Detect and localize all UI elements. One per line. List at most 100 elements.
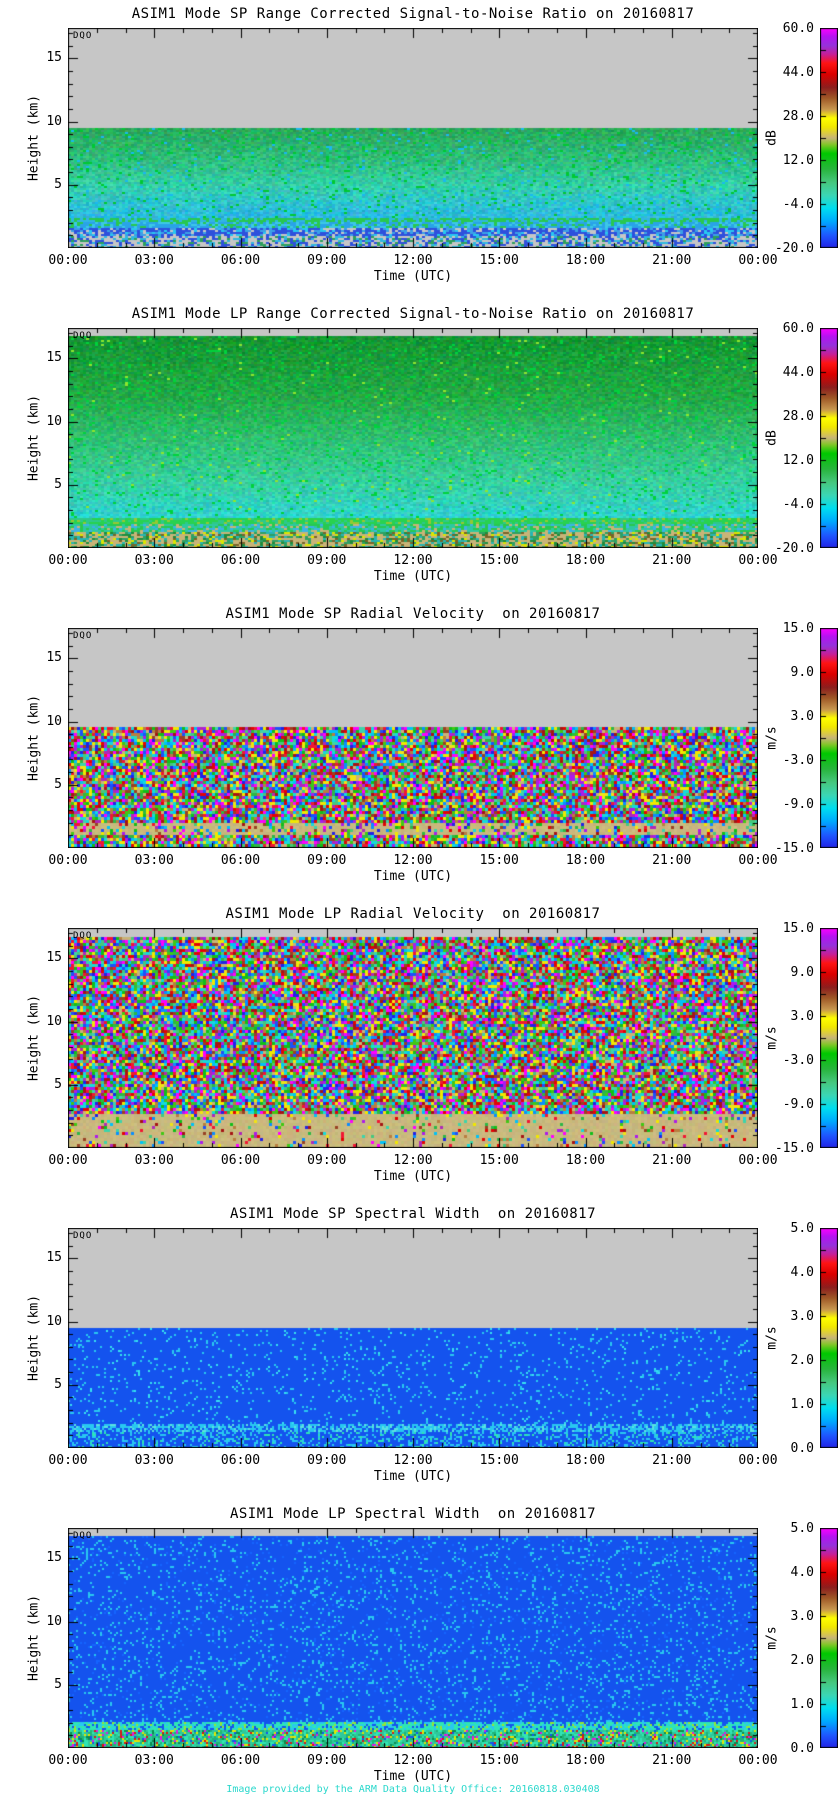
- x-tick-label: 03:00: [134, 553, 174, 568]
- y-tick-label: 10: [46, 713, 62, 729]
- colorbar-tick-label: -4.0: [782, 497, 814, 512]
- x-tick-label: 00:00: [48, 853, 88, 868]
- y-axis-label: Height (km): [26, 1294, 42, 1382]
- x-tick-label: 03:00: [134, 1153, 174, 1168]
- colorbar-tick-label: 0.0: [790, 1441, 814, 1456]
- x-tick-label: 06:00: [220, 1753, 261, 1768]
- x-tick-label: 12:00: [393, 1753, 433, 1768]
- colorbar-tick-label: 15.0: [782, 621, 814, 636]
- x-tick-label: 00:00: [48, 1753, 88, 1768]
- heatmap-canvas: [68, 28, 758, 248]
- x-tick-label: 03:00: [134, 253, 174, 268]
- x-tick-label: 09:00: [307, 553, 347, 568]
- y-tick-label: 10: [46, 1013, 62, 1029]
- x-tick-label: 03:00: [134, 1753, 174, 1768]
- colorbar-unit-label: dB: [764, 430, 780, 446]
- x-tick-label: 15:00: [479, 553, 519, 568]
- colorbar: [820, 628, 838, 848]
- x-tick-label: 18:00: [565, 253, 606, 268]
- x-tick-label: 00:00: [738, 1453, 778, 1468]
- colorbar-tick-label: 2.0: [790, 1653, 814, 1668]
- colorbar-tick-label: 3.0: [790, 709, 814, 724]
- colorbar-tick-label: 44.0: [782, 65, 814, 80]
- chart-title: ASIM1 Mode LP Spectral Width on 20160817: [229, 1506, 597, 1522]
- colorbar-tick-label: 28.0: [782, 409, 814, 424]
- panel-lp-snr: ASIM1 Mode LP Range Corrected Signal-to-…: [0, 300, 840, 600]
- y-tick-label: 15: [46, 50, 62, 66]
- chart-title: ASIM1 Mode SP Range Corrected Signal-to-…: [131, 6, 695, 22]
- heatmap-canvas: [68, 628, 758, 848]
- y-axis-label: Height (km): [26, 1594, 42, 1682]
- chart-title: ASIM1 Mode SP Radial Velocity on 2016081…: [225, 606, 601, 622]
- panel-sp-spectral-width: ASIM1 Mode SP Spectral Width on 20160817…: [0, 1200, 840, 1500]
- colorbar-tick-label: -20.0: [774, 241, 814, 256]
- x-tick-label: 09:00: [307, 853, 347, 868]
- y-tick-label: 10: [46, 1613, 62, 1629]
- x-axis-label: Time (UTC): [373, 1169, 453, 1184]
- x-tick-label: 00:00: [738, 853, 778, 868]
- colorbar-tick-label: 60.0: [782, 21, 814, 36]
- colorbar-tick-label: -4.0: [782, 197, 814, 212]
- dqo-stamp: DQO: [73, 1531, 93, 1541]
- colorbar-tick-label: -9.0: [782, 797, 814, 812]
- panel-sp-velocity: ASIM1 Mode SP Radial Velocity on 2016081…: [0, 600, 840, 900]
- colorbar-tick-label: 1.0: [790, 1397, 814, 1412]
- dqo-stamp: DQO: [73, 631, 93, 641]
- x-tick-label: 00:00: [738, 1153, 778, 1168]
- colorbar-tick-label: 12.0: [782, 153, 814, 168]
- x-axis-label: Time (UTC): [373, 569, 453, 584]
- panel-sp-snr: ASIM1 Mode SP Range Corrected Signal-to-…: [0, 0, 840, 300]
- x-tick-label: 12:00: [393, 253, 433, 268]
- colorbar-tick-label: 4.0: [790, 1565, 814, 1580]
- colorbar-unit-label: m/s: [764, 1326, 780, 1350]
- plot-area: DQO: [68, 328, 758, 548]
- x-tick-label: 18:00: [565, 1153, 606, 1168]
- x-tick-label: 09:00: [307, 1153, 347, 1168]
- colorbar-tick-label: -15.0: [774, 841, 814, 856]
- y-tick-label: 5: [54, 1076, 62, 1092]
- colorbar-tick-label: 2.0: [790, 1353, 814, 1368]
- x-axis-label: Time (UTC): [373, 869, 453, 884]
- plot-area: DQO: [68, 1528, 758, 1748]
- x-tick-label: 21:00: [652, 853, 692, 868]
- x-tick-label: 21:00: [652, 553, 692, 568]
- colorbar-unit-label: m/s: [764, 726, 780, 750]
- x-axis-label: Time (UTC): [373, 269, 453, 284]
- y-tick-label: 10: [46, 413, 62, 429]
- colorbar-unit-label: m/s: [764, 1626, 780, 1650]
- dqo-stamp: DQO: [73, 331, 93, 341]
- heatmap-canvas: [68, 1228, 758, 1448]
- x-tick-label: 00:00: [738, 1753, 778, 1768]
- colorbar-tick-label: 5.0: [790, 1221, 814, 1236]
- x-tick-label: 00:00: [48, 1453, 88, 1468]
- panel-lp-spectral-width: ASIM1 Mode LP Spectral Width on 20160817…: [0, 1500, 840, 1800]
- panel-lp-velocity: ASIM1 Mode LP Radial Velocity on 2016081…: [0, 900, 840, 1200]
- x-tick-label: 00:00: [738, 553, 778, 568]
- x-tick-label: 12:00: [393, 1153, 433, 1168]
- heatmap-canvas: [68, 1528, 758, 1748]
- colorbar-tick-label: 60.0: [782, 321, 814, 336]
- colorbar-tick-label: 44.0: [782, 365, 814, 380]
- x-tick-label: 18:00: [565, 853, 606, 868]
- x-tick-label: 06:00: [220, 1153, 261, 1168]
- x-tick-label: 15:00: [479, 1753, 519, 1768]
- y-tick-label: 15: [46, 650, 62, 666]
- dqo-stamp: DQO: [73, 931, 93, 941]
- y-axis-label: Height (km): [26, 94, 42, 182]
- colorbar: [820, 328, 838, 548]
- y-tick-label: 15: [46, 950, 62, 966]
- colorbar-tick-label: 0.0: [790, 1741, 814, 1756]
- heatmap-canvas: [68, 328, 758, 548]
- y-tick-label: 5: [54, 1376, 62, 1392]
- plot-area: DQO: [68, 28, 758, 248]
- x-tick-label: 03:00: [134, 1453, 174, 1468]
- chart-title: ASIM1 Mode LP Radial Velocity on 2016081…: [225, 906, 601, 922]
- x-tick-label: 15:00: [479, 1453, 519, 1468]
- x-tick-label: 18:00: [565, 1753, 606, 1768]
- colorbar-tick-label: -3.0: [782, 1053, 814, 1068]
- colorbar-tick-label: 5.0: [790, 1521, 814, 1536]
- plot-area: DQO: [68, 1228, 758, 1448]
- x-tick-label: 03:00: [134, 853, 174, 868]
- y-tick-label: 5: [54, 476, 62, 492]
